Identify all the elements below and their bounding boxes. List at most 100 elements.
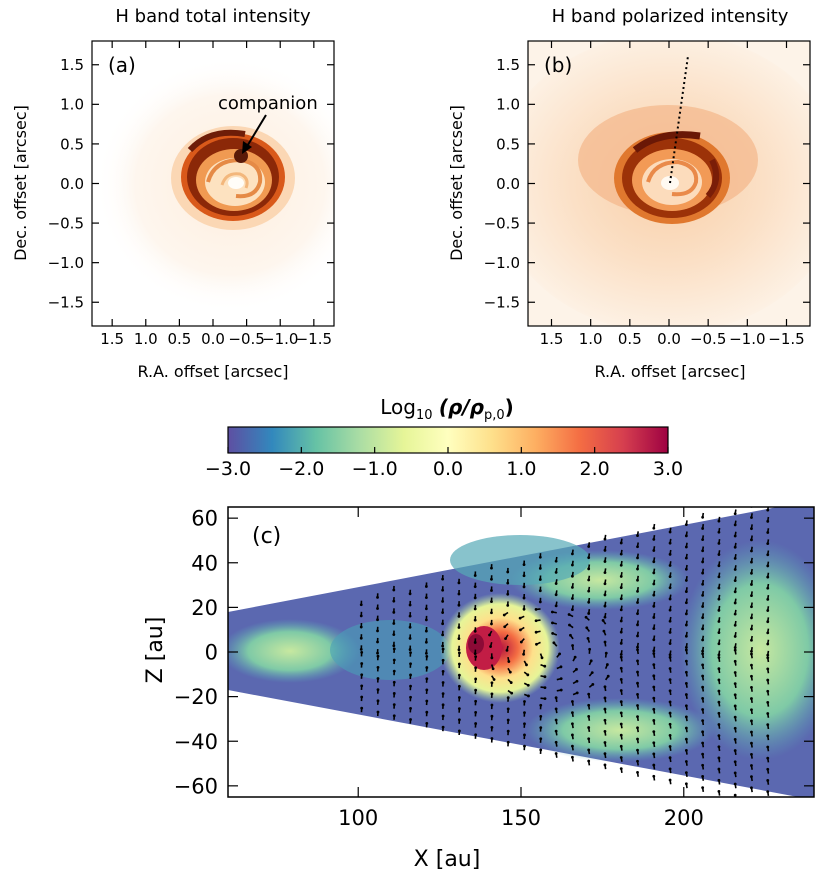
velocity-arrow-head bbox=[359, 625, 363, 629]
velocity-arrow-head bbox=[474, 688, 478, 692]
velocity-vectors bbox=[359, 502, 770, 807]
velocity-arrow-head bbox=[750, 686, 753, 689]
velocity-arrow-head bbox=[408, 614, 412, 618]
velocity-arrow-head bbox=[766, 801, 769, 804]
velocity-arrow-head bbox=[575, 679, 579, 683]
velocity-arrow-head bbox=[717, 756, 721, 760]
velocity-arrow-head bbox=[684, 601, 688, 605]
velocity-arrow-head bbox=[409, 684, 412, 688]
velocity-arrow-head bbox=[601, 619, 605, 622]
velocity-arrow bbox=[768, 803, 769, 807]
x-tick-label: −1.5 bbox=[768, 330, 804, 348]
colorbar-tick-label: 0.0 bbox=[433, 458, 463, 480]
velocity-arrow-head bbox=[376, 677, 380, 680]
velocity-arrow-head bbox=[359, 636, 363, 640]
velocity-arrow-head bbox=[636, 726, 639, 730]
velocity-arrow-head bbox=[717, 564, 721, 568]
velocity-arrow-head bbox=[587, 612, 591, 615]
velocity-arrow-head bbox=[603, 571, 607, 575]
velocity-arrow-head bbox=[652, 763, 656, 767]
velocity-arrow-head bbox=[603, 685, 607, 689]
velocity-arrow-head bbox=[504, 637, 507, 641]
y-tick-label: −1.5 bbox=[484, 294, 520, 312]
velocity-arrow-head bbox=[652, 707, 656, 711]
velocity-arrow-head bbox=[506, 707, 510, 711]
velocity-arrow-head bbox=[636, 670, 639, 674]
velocity-arrow-head bbox=[733, 545, 737, 549]
velocity-arrow-head bbox=[575, 691, 579, 695]
velocity-arrow-head bbox=[701, 775, 705, 778]
x-tick-label: 1.0 bbox=[579, 330, 603, 348]
velocity-arrow-head bbox=[523, 744, 526, 748]
velocity-arrow bbox=[751, 502, 752, 506]
velocity-arrow-head bbox=[636, 534, 639, 537]
velocity-arrow-head bbox=[652, 752, 656, 756]
velocity-arrow-head bbox=[473, 596, 477, 600]
velocity-arrow-head bbox=[636, 589, 639, 593]
velocity-arrow-head bbox=[701, 527, 705, 530]
velocity-arrow-head bbox=[554, 752, 558, 755]
panel-a-image bbox=[92, 41, 334, 326]
velocity-arrow-head bbox=[551, 621, 554, 625]
velocity-arrow-head bbox=[591, 682, 595, 686]
y-tick-label: 20 bbox=[191, 596, 218, 620]
velocity-arrow-head bbox=[506, 740, 510, 744]
velocity-arrow-head bbox=[766, 642, 770, 646]
velocity-arrow-head bbox=[376, 618, 379, 622]
velocity-arrow-head bbox=[587, 567, 591, 571]
velocity-arrow-head bbox=[750, 741, 753, 745]
velocity-arrow-head bbox=[750, 516, 753, 519]
velocity-arrow-head bbox=[652, 638, 656, 642]
velocity-arrow-head bbox=[636, 545, 639, 549]
velocity-arrow-head bbox=[584, 615, 588, 619]
velocity-arrow-head bbox=[766, 756, 770, 760]
velocity-arrow-head bbox=[766, 620, 770, 624]
velocity-arrow-head bbox=[668, 631, 672, 634]
velocity-arrow-head bbox=[360, 706, 364, 710]
velocity-arrow-head bbox=[376, 607, 379, 610]
velocity-arrow-head bbox=[457, 603, 461, 607]
velocity-arrow-head bbox=[701, 538, 705, 542]
velocity-arrow-head bbox=[506, 570, 510, 574]
y-tick-label: −1.5 bbox=[48, 294, 84, 312]
colorbar-tick-label: −1.0 bbox=[352, 458, 398, 480]
velocity-arrow-head bbox=[733, 760, 737, 764]
velocity-arrow-head bbox=[473, 585, 477, 589]
velocity-arrow-head bbox=[701, 627, 705, 631]
velocity-arrow-head bbox=[540, 656, 544, 660]
velocity-arrow-head bbox=[603, 560, 607, 563]
velocity-arrow-head bbox=[571, 700, 574, 703]
velocity-arrow-head bbox=[636, 715, 639, 719]
velocity-arrow-head bbox=[488, 633, 491, 637]
velocity-arrow-head bbox=[571, 585, 574, 589]
velocity-arrow-head bbox=[392, 658, 396, 662]
velocity-arrow-head bbox=[550, 610, 554, 614]
velocity-arrow-head bbox=[636, 601, 639, 604]
x-tick-label: 0.5 bbox=[618, 330, 642, 348]
velocity-arrow-head bbox=[733, 704, 737, 708]
velocity-arrow-head bbox=[750, 594, 753, 597]
velocity-arrow-head bbox=[474, 722, 478, 725]
velocity-arrow-head bbox=[424, 585, 428, 588]
velocity-arrow-head bbox=[506, 581, 510, 585]
velocity-arrow-head bbox=[701, 638, 705, 642]
velocity-arrow-head bbox=[535, 642, 538, 646]
velocity-arrow-head bbox=[567, 613, 571, 616]
y-tick-label: 0 bbox=[205, 641, 218, 665]
velocity-arrow-head bbox=[750, 652, 753, 656]
velocity-arrow-head bbox=[554, 604, 558, 608]
velocity-arrow-head bbox=[717, 530, 721, 534]
velocity-arrow-head bbox=[457, 614, 461, 618]
velocity-arrow-head bbox=[717, 734, 721, 738]
velocity-arrow-head bbox=[652, 627, 656, 631]
velocity-arrow-head bbox=[590, 671, 594, 675]
velocity-arrow-head bbox=[554, 582, 558, 585]
velocity-arrow-head bbox=[684, 645, 688, 649]
velocity-arrow-head bbox=[701, 708, 705, 711]
velocity-arrow-head bbox=[392, 622, 396, 625]
velocity-arrow-head bbox=[606, 674, 610, 678]
x-tick-label: 0.0 bbox=[201, 330, 225, 348]
velocity-arrow-head bbox=[766, 723, 770, 727]
velocity-arrow-head bbox=[619, 597, 623, 601]
velocity-arrow-head bbox=[750, 798, 753, 801]
